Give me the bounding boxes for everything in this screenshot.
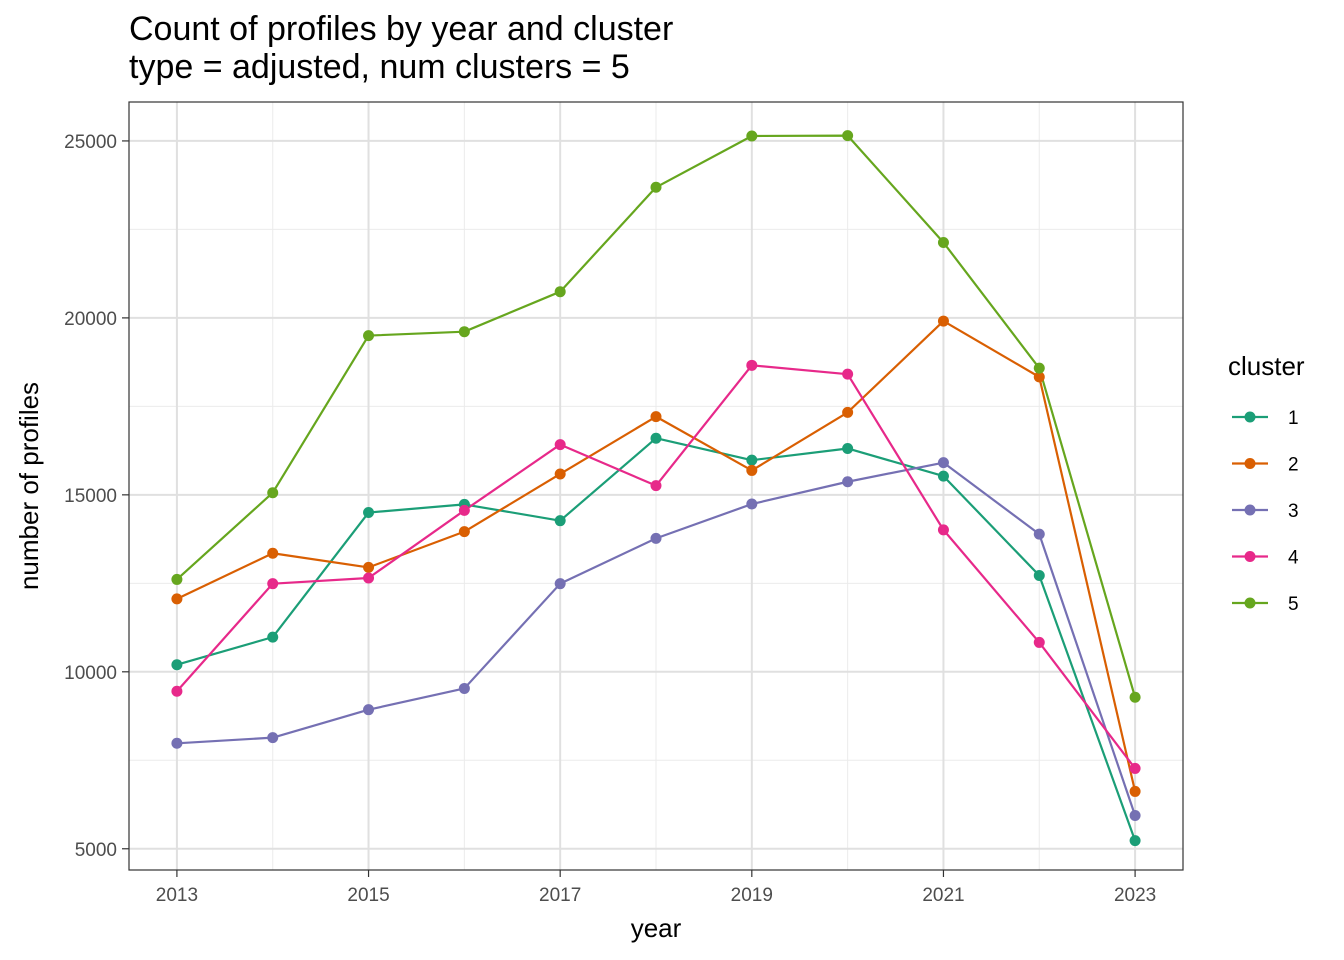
y-tick-label: 15000 [64,486,117,507]
data-point-cluster-5 [842,130,854,142]
chart-subtitle: type = adjusted, num clusters = 5 [129,48,630,86]
legend-label: 5 [1288,594,1299,615]
data-point-cluster-2 [267,547,279,559]
data-point-cluster-2 [171,593,183,605]
data-point-cluster-1 [937,470,949,482]
panel-border [128,101,1184,871]
x-tick-label: 2013 [156,885,198,906]
x-tick-label: 2015 [347,885,389,906]
data-point-cluster-4 [1129,762,1141,774]
data-point-cluster-3 [1129,809,1141,821]
data-point-cluster-4 [650,480,662,492]
data-point-cluster-2 [746,464,758,476]
x-axis: 2013 2015 2017 2019 2021 2023 [156,870,1156,906]
data-point-cluster-4 [842,368,854,380]
data-point-cluster-4 [267,578,279,590]
data-point-cluster-1 [1129,835,1141,847]
y-tick-label: 5000 [75,840,117,861]
legend-item-cluster-4: 4 [1232,548,1299,569]
legend-label: 3 [1288,501,1299,522]
legend: cluster 1 2 3 4 5 [1228,351,1305,615]
data-point-cluster-5 [267,487,279,499]
data-point-cluster-5 [171,573,183,585]
data-point-cluster-4 [171,685,183,697]
data-point-cluster-2 [937,315,949,327]
data-point-cluster-5 [746,130,758,142]
data-point-cluster-1 [650,432,662,444]
grid-lines [129,102,1183,870]
data-point-cluster-3 [363,704,375,716]
data-point-cluster-4 [746,359,758,371]
data-point-cluster-3 [842,476,854,488]
data-point-cluster-2 [363,561,375,573]
y-tick-label: 20000 [64,309,117,330]
legend-key-point [1244,597,1256,609]
data-point-cluster-4 [1033,636,1045,648]
legend-item-cluster-2: 2 [1232,455,1299,476]
legend-item-cluster-1: 1 [1232,408,1299,429]
data-point-cluster-2 [650,411,662,423]
plot-panel [128,101,1184,871]
data-point-cluster-3 [458,682,470,694]
data-point-cluster-1 [842,442,854,454]
x-axis-title: year [631,913,682,943]
legend-label: 2 [1288,455,1299,476]
data-point-cluster-1 [171,659,183,671]
data-point-cluster-5 [937,237,949,249]
y-tick-label: 25000 [64,132,117,153]
data-point-cluster-1 [363,507,375,519]
data-point-cluster-3 [937,457,949,469]
legend-key-point [1244,411,1256,423]
data-point-cluster-2 [1129,785,1141,797]
legend-key-point [1244,458,1256,469]
x-tick-label: 2017 [539,885,581,906]
data-point-cluster-3 [1033,528,1045,540]
data-point-cluster-1 [746,454,758,466]
legend-item-cluster-5: 5 [1232,594,1299,615]
data-point-cluster-2 [842,406,854,418]
data-point-cluster-3 [554,578,566,590]
data-point-cluster-5 [458,326,470,338]
data-point-cluster-4 [458,504,470,516]
data-point-cluster-2 [554,468,566,480]
legend-label: 1 [1288,408,1299,429]
data-point-cluster-5 [554,286,566,298]
legend-title: cluster [1228,351,1305,381]
data-point-cluster-3 [171,737,183,749]
data-point-cluster-3 [267,732,279,744]
data-point-cluster-5 [363,330,375,342]
data-point-cluster-2 [1033,371,1045,383]
legend-item-cluster-3: 3 [1232,501,1299,522]
series-points [171,130,1141,847]
data-point-cluster-2 [458,526,470,538]
chart-title: Count of profiles by year and cluster [129,10,673,48]
data-point-cluster-5 [1033,362,1045,374]
y-axis: 5000 10000 15000 20000 25000 [64,132,129,861]
legend-key-point [1244,551,1256,562]
data-point-cluster-3 [746,498,758,510]
data-point-cluster-4 [937,524,949,536]
data-point-cluster-1 [267,631,279,643]
data-point-cluster-4 [554,439,566,451]
data-point-cluster-5 [1129,691,1141,703]
y-tick-label: 10000 [64,663,117,684]
data-point-cluster-1 [554,515,566,527]
data-point-cluster-4 [363,572,375,584]
data-point-cluster-3 [650,532,662,544]
data-point-cluster-5 [650,181,662,193]
legend-label: 4 [1288,548,1299,569]
x-tick-label: 2019 [731,885,773,906]
data-point-cluster-1 [1033,570,1045,582]
x-tick-label: 2023 [1114,885,1156,906]
y-axis-title: number of profiles [14,382,44,590]
x-tick-label: 2021 [922,885,964,906]
legend-key-point [1244,504,1256,516]
